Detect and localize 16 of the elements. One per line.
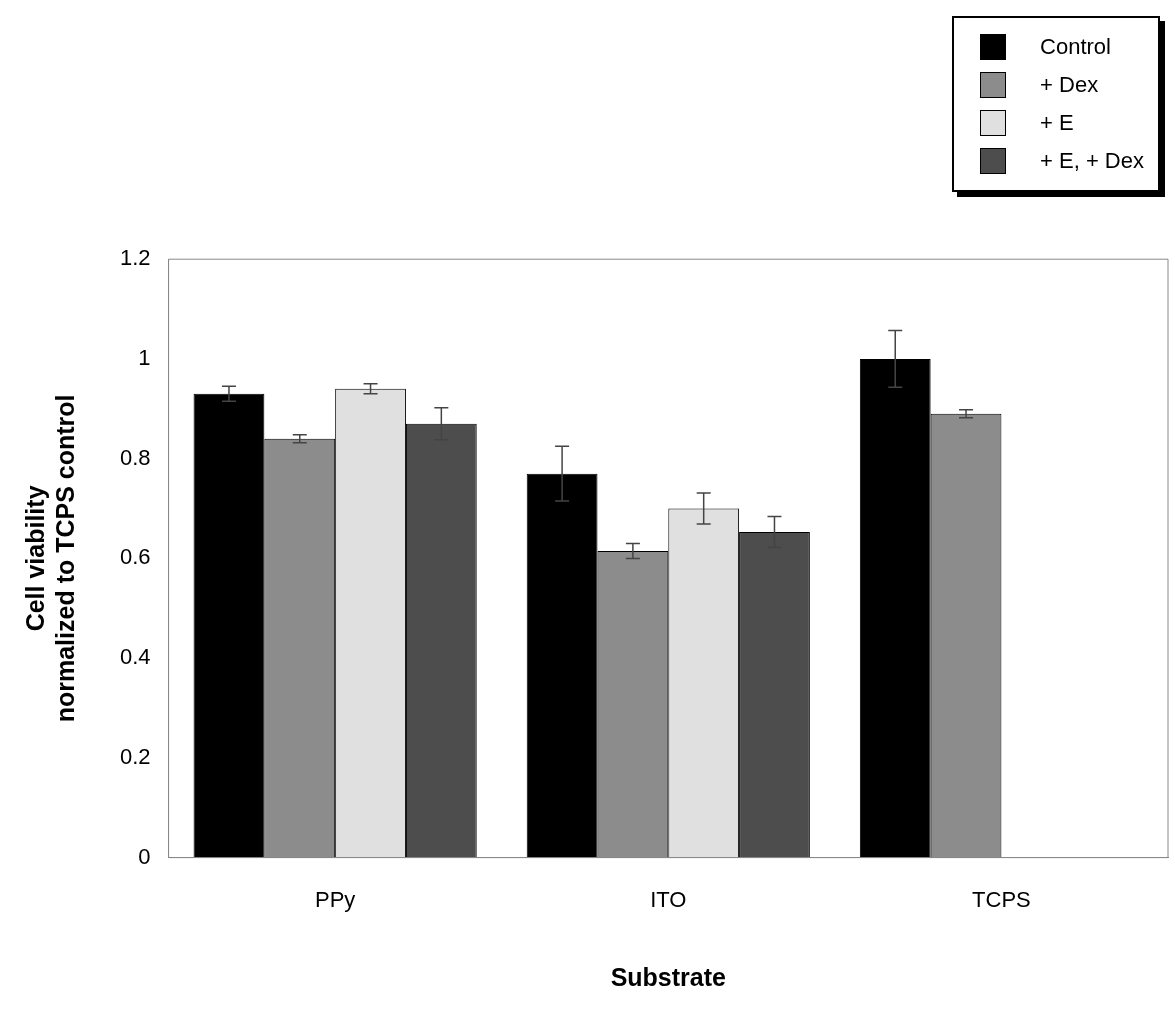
y-axis-title: Cell viability normalized to TCPS control	[20, 394, 79, 723]
y-tick-label: 0.8	[119, 444, 151, 470]
x-tick-label: ITO	[650, 886, 687, 912]
x-tick-label: TCPS	[972, 886, 1031, 912]
y-tick-label: 1	[138, 345, 151, 370]
y-tick-label: 0.4	[119, 644, 151, 670]
y-tick-label: 0.6	[119, 544, 151, 570]
legend-label: + Dex	[1040, 72, 1099, 98]
y-tick-label: 1.2	[119, 245, 151, 271]
legend-label: + E, + Dex	[1040, 148, 1144, 174]
legend-label: + E	[1040, 110, 1074, 136]
x-tick-label: PPy	[314, 886, 356, 912]
y-tick-label: 0.2	[119, 743, 151, 769]
x-axis-title: Substrate	[610, 962, 727, 991]
legend-label: Control	[1040, 34, 1111, 60]
y-tick-label: 0	[138, 843, 151, 869]
